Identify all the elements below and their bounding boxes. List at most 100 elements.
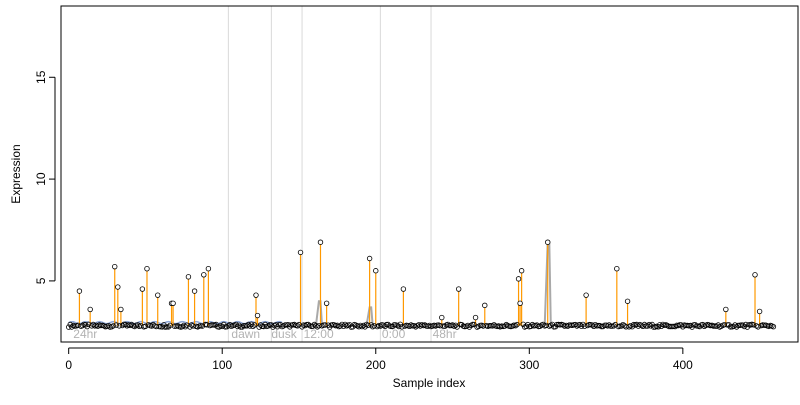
- data-point: [750, 322, 757, 328]
- data-point: [245, 321, 251, 328]
- data-point: [282, 322, 288, 328]
- highlighted-point: [439, 314, 445, 321]
- region-label: 12:00: [304, 327, 334, 341]
- x-axis: 0 100 200 300 400: [65, 347, 693, 372]
- highlighted-point: [323, 300, 330, 307]
- data-point: [740, 322, 746, 328]
- data-point: [388, 323, 394, 330]
- y-tick-label: 15: [34, 70, 48, 84]
- highlighted-point: [297, 249, 304, 256]
- highlighted-point: [170, 300, 176, 307]
- data-point: [216, 324, 222, 330]
- data-point: [165, 324, 172, 330]
- data-point: [540, 321, 546, 328]
- y-axis: 5 10 15: [34, 70, 56, 284]
- trend-lines: [68, 241, 552, 326]
- region-label: dusk: [271, 327, 297, 341]
- data-point: [113, 322, 119, 328]
- data-point: [322, 322, 328, 328]
- data-point: [399, 324, 405, 330]
- data-point: [371, 323, 377, 329]
- data-point: [65, 324, 72, 330]
- highlighted-point: [472, 314, 479, 321]
- highlighted-point: [624, 298, 631, 304]
- region-labels: 24hr dawn dusk 12:00 0:00 48hr: [73, 327, 456, 341]
- data-point: [644, 323, 651, 329]
- x-tick-label: 400: [673, 358, 693, 372]
- data-point: [454, 324, 460, 330]
- region-label: 24hr: [73, 327, 97, 341]
- data-point: [313, 322, 319, 329]
- highlighted-point: [118, 306, 124, 313]
- highlighted-point: [317, 239, 324, 245]
- data-point: [135, 322, 141, 328]
- data-point: [503, 321, 509, 328]
- y-axis-label: Expression: [9, 144, 23, 203]
- data-point: [672, 323, 678, 330]
- data-point: [251, 322, 258, 328]
- data-point: [90, 321, 96, 328]
- region-divider-lines: [227, 6, 432, 342]
- data-point: [181, 322, 187, 329]
- highlighted-point: [756, 308, 763, 315]
- gray-peak: [365, 306, 374, 326]
- highlighted-point: [254, 312, 261, 319]
- highlighted-point: [518, 268, 525, 274]
- data-point: [449, 322, 456, 328]
- highlighted-points: [76, 239, 763, 321]
- highlighted-point: [201, 272, 207, 278]
- highlighted-point: [373, 268, 379, 274]
- data-point: [727, 324, 734, 330]
- x-tick-label: 200: [366, 358, 386, 372]
- data-point: [374, 323, 380, 330]
- highlighted-point: [517, 300, 523, 307]
- data-point: [466, 324, 473, 330]
- highlighted-point: [583, 292, 589, 298]
- highlighted-point: [752, 272, 758, 278]
- data-point: [471, 321, 477, 328]
- x-tick-label: 100: [212, 358, 232, 372]
- highlighted-point: [76, 288, 83, 294]
- data-point: [733, 324, 740, 330]
- highlighted-point: [400, 286, 407, 292]
- highlighted-point: [253, 292, 259, 298]
- y-tick-label: 10: [34, 172, 48, 186]
- data-point: [250, 323, 256, 330]
- x-axis-label: Sample index: [393, 376, 466, 390]
- highlighted-point: [515, 276, 522, 282]
- data-point: [244, 323, 250, 329]
- highlighted-point: [545, 239, 551, 245]
- region-label: 48hr: [433, 327, 457, 341]
- data-point: [626, 324, 632, 330]
- data-point: [512, 323, 519, 329]
- y-tick-label: 5: [34, 277, 48, 284]
- region-label: 0:00: [382, 327, 406, 341]
- data-point: [692, 322, 698, 328]
- highlight-stems: [78, 242, 761, 326]
- data-point: [359, 323, 365, 330]
- highlighted-point: [115, 284, 121, 290]
- data-point: [468, 322, 474, 329]
- gray-peak: [314, 300, 323, 326]
- highlighted-point: [723, 306, 729, 313]
- highlighted-point: [191, 288, 198, 294]
- highlighted-point: [482, 302, 488, 309]
- data-point: [440, 323, 446, 329]
- data-point: [565, 323, 571, 329]
- highlighted-point: [139, 286, 146, 292]
- data-point: [164, 324, 170, 330]
- region-label: dawn: [231, 327, 260, 341]
- data-point: [337, 323, 344, 329]
- data-points: [65, 321, 777, 330]
- highlighted-point: [366, 255, 373, 262]
- data-point: [357, 322, 364, 329]
- data-point: [646, 321, 652, 328]
- data-point: [608, 323, 614, 329]
- highlighted-point: [205, 265, 212, 272]
- data-point: [116, 323, 122, 329]
- highlighted-point: [155, 292, 161, 298]
- x-tick-label: 0: [65, 358, 72, 372]
- x-tick-label: 300: [519, 358, 539, 372]
